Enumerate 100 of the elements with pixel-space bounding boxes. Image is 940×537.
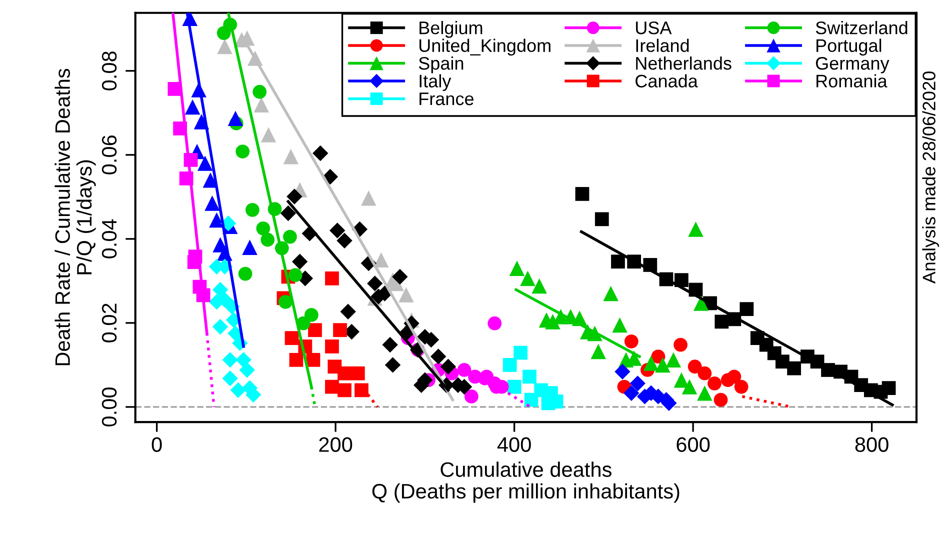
point (338, 383, 352, 398)
point (236, 352, 252, 368)
point (304, 308, 318, 322)
point (228, 110, 244, 126)
point (643, 356, 659, 371)
point (655, 357, 670, 373)
x-tick-label: 0 (152, 437, 162, 452)
legend-label: Germany (816, 56, 890, 74)
point (333, 323, 347, 338)
point (882, 381, 896, 395)
point (360, 190, 376, 206)
point (488, 316, 502, 330)
point (775, 354, 790, 369)
legend-label: Canada (636, 74, 698, 88)
point (283, 148, 299, 164)
point (340, 304, 356, 320)
text: Analysis made 28/06/2020 (922, 72, 940, 284)
point (212, 318, 228, 335)
point (392, 268, 408, 285)
point (727, 370, 742, 384)
legend-label: France (420, 92, 474, 106)
point (292, 254, 308, 270)
y-axis-title: Death Rate / Cumulative Deaths P/Q (1/days) (54, 68, 96, 366)
point (284, 331, 299, 346)
point (209, 212, 224, 228)
point (714, 314, 729, 329)
x-tick-label: 200 (319, 437, 352, 452)
point (254, 97, 270, 113)
point (464, 390, 478, 404)
point (624, 334, 638, 348)
point (674, 273, 688, 288)
point (524, 392, 538, 407)
point (697, 385, 712, 401)
point (242, 240, 258, 255)
point (398, 287, 414, 302)
point (222, 370, 238, 386)
y-tick-label: 0.06 (102, 136, 117, 174)
legend-label: Portugal (816, 38, 882, 56)
y-tick-label: 0.04 (102, 219, 117, 258)
point (666, 352, 682, 368)
point (260, 127, 276, 142)
point (507, 380, 522, 394)
point (239, 362, 255, 378)
point (338, 366, 352, 380)
legend-label: USA (636, 21, 672, 34)
point (630, 376, 646, 392)
point (184, 99, 200, 115)
legend-label: Spain (418, 56, 464, 74)
point (594, 212, 609, 226)
legend-label: Italy (420, 74, 452, 92)
point (325, 340, 339, 354)
point (256, 221, 270, 236)
point (212, 282, 228, 298)
point (350, 366, 365, 380)
point (698, 366, 712, 380)
point (374, 252, 389, 268)
point (336, 232, 352, 248)
point (440, 358, 456, 374)
point (329, 222, 346, 238)
point (787, 361, 801, 376)
point (590, 344, 606, 360)
legend-label: Romania (816, 74, 888, 88)
point (430, 348, 446, 364)
point (502, 358, 517, 372)
point (312, 145, 328, 162)
point (286, 188, 302, 204)
y-tick-label: 0.02 (102, 304, 117, 342)
point (514, 346, 528, 360)
point (238, 266, 252, 281)
point (688, 222, 704, 237)
point (288, 268, 302, 282)
point (306, 352, 320, 367)
point (217, 38, 232, 54)
point (457, 363, 472, 377)
point (532, 278, 547, 294)
point (325, 271, 339, 286)
point (325, 380, 339, 394)
x-axis-title: Cumulative deaths Q (Deaths per million inhabitants) (372, 462, 680, 503)
point (611, 254, 625, 269)
point (734, 380, 748, 394)
point (216, 26, 231, 40)
point (354, 383, 368, 398)
point (220, 216, 236, 232)
point (575, 187, 590, 201)
point (688, 360, 702, 374)
y-tick-label: 0.08 (102, 51, 117, 90)
legend-label: Belgium (420, 21, 482, 38)
point (260, 232, 275, 247)
point (236, 144, 250, 158)
point (222, 352, 238, 368)
point (308, 323, 322, 338)
point (230, 382, 246, 398)
point (367, 276, 383, 292)
y-tick-label: 0.00 (102, 387, 117, 426)
point (714, 392, 728, 407)
point (708, 376, 722, 390)
point (693, 296, 709, 311)
point (674, 372, 690, 388)
point (382, 336, 398, 353)
x-tick-label: 400 (497, 437, 531, 452)
